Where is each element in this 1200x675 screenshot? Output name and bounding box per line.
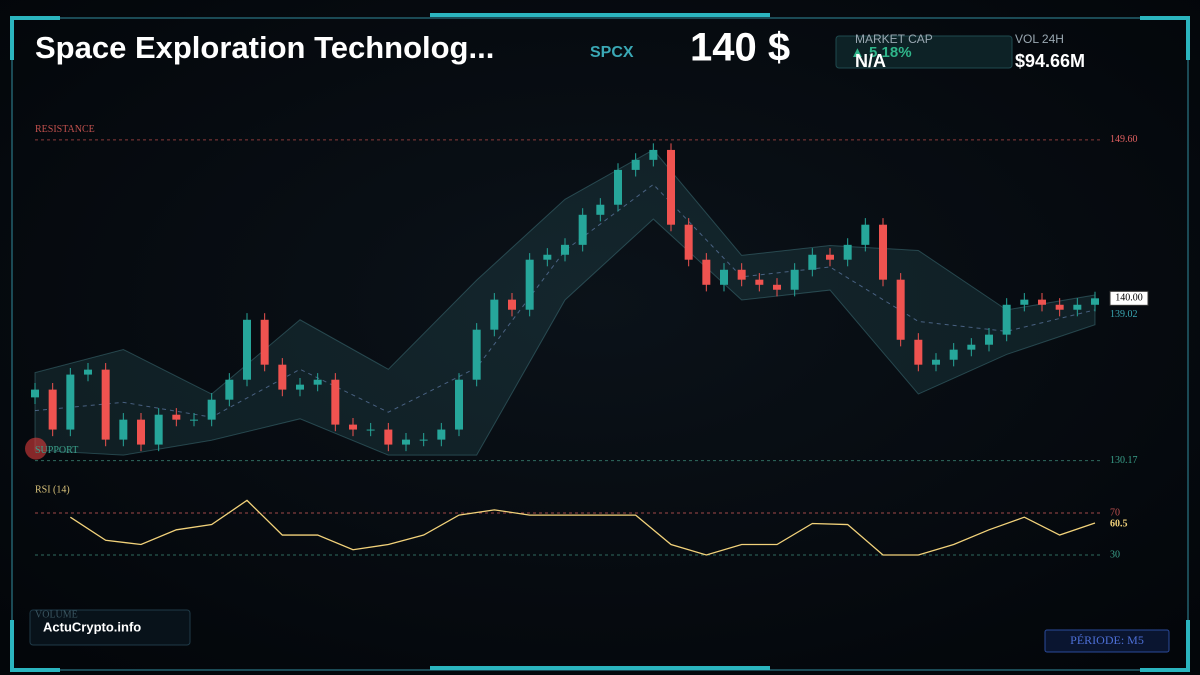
- market-cap: N/A: [855, 51, 886, 71]
- rsi-line: [69, 499, 1096, 556]
- candle-body: [419, 439, 428, 441]
- rsi-level-label: 70: [1110, 507, 1120, 518]
- candle-body: [101, 369, 110, 440]
- candle-body: [243, 319, 251, 380]
- candle-body: [508, 299, 516, 310]
- candle-body: [455, 379, 463, 430]
- candle-body: [826, 254, 834, 260]
- candle-body: [578, 214, 587, 245]
- candle-body: [402, 439, 410, 445]
- plot: RESISTANCE 149.60 SUPPORT 130.17 140.00 139.0…: [25, 124, 1149, 560]
- candle-body: [1020, 299, 1029, 305]
- candle-body: [1073, 304, 1082, 310]
- resistance-value: 149.60: [1110, 134, 1138, 145]
- last-price: 140.00: [1115, 293, 1143, 304]
- volume-panel-label: VOLUME: [35, 609, 78, 620]
- brand: ActuCrypto.info: [43, 619, 141, 634]
- candle-body: [773, 284, 781, 290]
- candle-body: [631, 159, 640, 170]
- rsi-level-label: 30: [1110, 549, 1120, 560]
- period: PÉRIODE: M5: [1070, 633, 1144, 647]
- candle-body: [985, 334, 993, 345]
- change: ▲ 5.18%: [850, 44, 912, 61]
- candle-body: [1002, 304, 1011, 335]
- rsi-last: 60.5: [1110, 518, 1128, 529]
- candle-body: [472, 329, 481, 380]
- candle-body: [154, 414, 163, 445]
- last-price-box: [1109, 290, 1149, 306]
- period-box: [1044, 629, 1170, 653]
- market-cap-label: MARKET CAP: [855, 32, 933, 46]
- volume-label: VOL 24H: [1015, 32, 1064, 46]
- candle-body: [561, 244, 569, 255]
- candle-body: [84, 369, 92, 375]
- candle-body: [861, 224, 870, 245]
- candle-body: [207, 399, 216, 420]
- candle-body: [490, 299, 499, 330]
- candle-body: [66, 374, 75, 430]
- candle-body: [737, 269, 746, 280]
- candle-body: [649, 149, 658, 160]
- resistance-label: RESISTANCE: [35, 124, 95, 135]
- title: Space Exploration Technolog...: [35, 30, 494, 65]
- candle-body: [932, 359, 940, 365]
- rsi-title: RSI (14): [35, 484, 70, 495]
- brand-box: [29, 609, 191, 646]
- candle-body: [896, 279, 905, 340]
- candle-body: [790, 269, 799, 290]
- candle-body: [48, 389, 57, 430]
- candle-body: [119, 419, 128, 440]
- candle-body: [543, 254, 552, 260]
- frame-accents: [10, 13, 1190, 672]
- candle-body: [808, 254, 817, 270]
- candle-body: [384, 429, 393, 445]
- candle-body: [684, 224, 693, 260]
- candle-body: [137, 419, 145, 445]
- support-marker: [25, 437, 47, 460]
- candle-body: [313, 379, 322, 385]
- candle-body: [967, 344, 976, 350]
- candle-body: [614, 169, 622, 205]
- candle-body: [31, 389, 39, 398]
- candle-body: [278, 364, 287, 390]
- candle-body: [720, 269, 728, 285]
- candle-body: [596, 204, 605, 215]
- candle-body: [667, 149, 675, 225]
- candle-body: [1091, 298, 1099, 305]
- candle-body: [755, 279, 764, 285]
- change-box: [835, 35, 1013, 69]
- candle-body: [349, 424, 357, 430]
- candle-body: [260, 319, 269, 365]
- candle-body: [172, 414, 181, 420]
- volume: $94.66M: [1015, 51, 1085, 71]
- support-label: SUPPORT: [35, 445, 78, 456]
- band-last: 139.02: [1110, 309, 1138, 320]
- ticker: SPCX: [590, 44, 634, 61]
- candle-body: [949, 349, 958, 360]
- candle-body: [190, 419, 198, 421]
- candle-body: [702, 259, 711, 285]
- candle-body: [225, 379, 234, 400]
- candle-body: [366, 429, 375, 431]
- candle-body: [1038, 299, 1046, 305]
- candle-body: [296, 384, 304, 390]
- candle-body: [843, 244, 852, 260]
- support-value: 130.17: [1110, 455, 1138, 466]
- candle-body: [331, 379, 340, 425]
- candle-body: [525, 259, 534, 310]
- candle-body: [914, 339, 923, 365]
- candle-body: [1055, 304, 1064, 310]
- price: 140 $: [690, 26, 790, 70]
- candle-body: [437, 429, 446, 440]
- candle-body: [879, 224, 887, 280]
